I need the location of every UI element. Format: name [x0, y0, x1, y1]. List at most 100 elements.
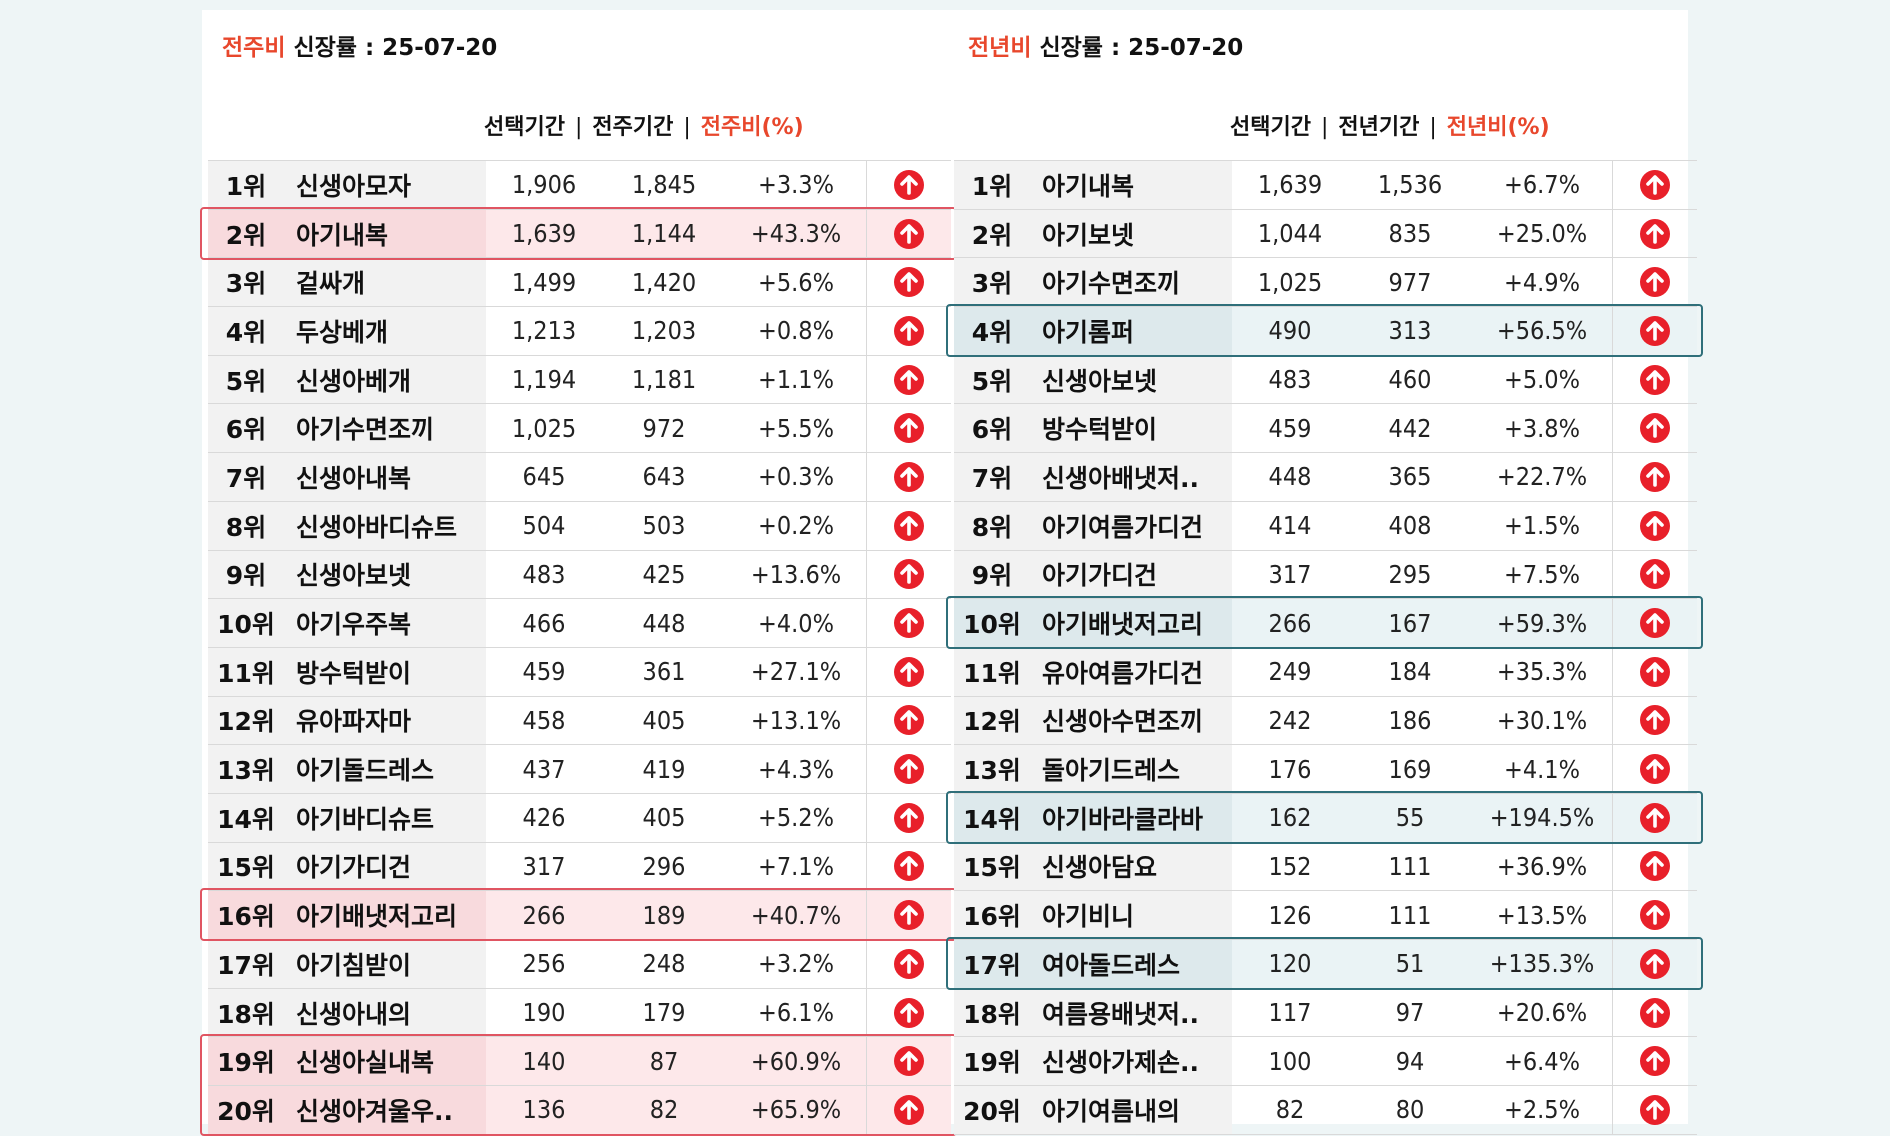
- product-name-cell: 아기비니: [1030, 890, 1232, 940]
- arrow-up-circle-icon: [1639, 510, 1671, 542]
- growth-rate-value: +3.3%: [726, 160, 867, 210]
- product-name-cell: 신생아실내복: [284, 1036, 486, 1086]
- header-selected-period: 선택기간: [484, 115, 565, 140]
- table-row: 7위 신생아배냇저.. 448 365 +22.7%: [954, 452, 1697, 502]
- rank-cell: 12위: [954, 695, 1030, 745]
- rank-cell: 7위: [954, 452, 1030, 502]
- ranking-card: 전주비 신장률 : 25-07-20 선택기간 | 전주기간 | 전주비(%) 1위 신생…: [200, 10, 1703, 1136]
- product-name-cell: 신생아보넷: [1030, 354, 1232, 404]
- selected-period-value: 437: [486, 744, 602, 794]
- selected-period-value: 645: [486, 452, 602, 502]
- trend-cell: [1612, 598, 1697, 648]
- rank-cell: 8위: [208, 500, 284, 550]
- product-name-cell: 여아돌드레스: [1030, 939, 1232, 989]
- trend-cell: [866, 695, 951, 745]
- product-name-cell: 신생아모자: [284, 160, 486, 210]
- table-row: 10위 아기우주복 466 448 +4.0%: [208, 598, 951, 648]
- product-name-cell: 아기돌드레스: [284, 744, 486, 794]
- weekly-growth-title: 전주비 신장률 : 25-07-20: [222, 28, 497, 62]
- rank-cell: 8위: [954, 500, 1030, 550]
- arrow-up-circle-icon: [1639, 412, 1671, 444]
- previous-period-value: 82: [602, 1085, 726, 1135]
- table-row: 2위 아기내복 1,639 1,144 +43.3%: [208, 208, 951, 258]
- arrow-up-circle-icon: [893, 1094, 925, 1126]
- previous-period-value: 405: [602, 792, 726, 843]
- rank-cell: 18위: [208, 987, 284, 1037]
- previous-period-value: 408: [1348, 500, 1472, 550]
- growth-rate-value: +7.5%: [1472, 549, 1613, 599]
- growth-rate-value: +194.5%: [1472, 792, 1613, 843]
- trend-cell: [866, 500, 951, 550]
- table-row: 14위 아기바라클라바 162 55 +194.5%: [954, 792, 1697, 843]
- selected-period-value: 162: [1232, 792, 1348, 843]
- arrow-up-circle-icon: [1639, 704, 1671, 736]
- table-row: 9위 신생아보넷 483 425 +13.6%: [208, 549, 951, 599]
- rank-cell: 9위: [954, 549, 1030, 599]
- selected-period-value: 1,639: [1232, 160, 1348, 210]
- growth-rate-value: +2.5%: [1472, 1085, 1613, 1135]
- table-row: 3위 아기수면조끼 1,025 977 +4.9%: [954, 257, 1697, 307]
- rank-cell: 2위: [954, 208, 1030, 258]
- product-name-cell: 아기여름가디건: [1030, 500, 1232, 550]
- selected-period-value: 1,639: [486, 208, 602, 258]
- rank-cell: 20위: [954, 1085, 1030, 1135]
- table-row: 11위 유아여름가디건 249 184 +35.3%: [954, 646, 1697, 697]
- selected-period-value: 1,194: [486, 354, 602, 404]
- trend-cell: [1612, 841, 1697, 891]
- growth-rate-value: +13.6%: [726, 549, 867, 599]
- trend-cell: [1612, 306, 1697, 356]
- trend-cell: [866, 792, 951, 843]
- header-separator: |: [1320, 115, 1329, 140]
- rank-cell: 1위: [954, 160, 1030, 210]
- table-row: 4위 두상베개 1,213 1,203 +0.8%: [208, 306, 951, 356]
- arrow-up-circle-icon: [1639, 997, 1671, 1029]
- previous-period-value: 87: [602, 1036, 726, 1086]
- arrow-up-circle-icon: [893, 412, 925, 444]
- arrow-up-circle-icon: [893, 169, 925, 201]
- arrow-up-circle-icon: [893, 461, 925, 493]
- table-row: 15위 신생아담요 152 111 +36.9%: [954, 841, 1697, 891]
- growth-rate-value: +1.5%: [1472, 500, 1613, 550]
- product-name-cell: 아기침받이: [284, 939, 486, 989]
- arrow-up-circle-icon: [893, 510, 925, 542]
- selected-period-value: 256: [486, 939, 602, 989]
- rank-cell: 3위: [954, 257, 1030, 307]
- table-row: 6위 방수턱받이 459 442 +3.8%: [954, 403, 1697, 453]
- table-row: 12위 신생아수면조끼 242 186 +30.1%: [954, 695, 1697, 745]
- growth-rate-value: +7.1%: [726, 841, 867, 891]
- selected-period-value: 266: [486, 890, 602, 940]
- selected-period-value: 120: [1232, 939, 1348, 989]
- arrow-up-circle-icon: [893, 315, 925, 347]
- table-row: 17위 여아돌드레스 120 51 +135.3%: [954, 939, 1697, 989]
- growth-rate-value: +6.7%: [1472, 160, 1613, 210]
- table-row: 5위 신생아베개 1,194 1,181 +1.1%: [208, 354, 951, 404]
- rank-cell: 15위: [208, 841, 284, 891]
- arrow-up-circle-icon: [893, 656, 925, 688]
- selected-period-value: 1,213: [486, 306, 602, 356]
- product-name-cell: 신생아베개: [284, 354, 486, 404]
- product-name-cell: 신생아수면조끼: [1030, 695, 1232, 745]
- arrow-up-circle-icon: [893, 753, 925, 785]
- selected-period-value: 176: [1232, 744, 1348, 794]
- product-name-cell: 아기롬퍼: [1030, 306, 1232, 356]
- previous-period-value: 643: [602, 452, 726, 502]
- previous-period-value: 419: [602, 744, 726, 794]
- previous-period-value: 1,144: [602, 208, 726, 258]
- trend-cell: [1612, 549, 1697, 599]
- selected-period-value: 426: [486, 792, 602, 843]
- selected-period-value: 152: [1232, 841, 1348, 891]
- growth-rate-value: +35.3%: [1472, 646, 1613, 697]
- growth-rate-value: +13.5%: [1472, 890, 1613, 940]
- trend-cell: [866, 841, 951, 891]
- rank-cell: 16위: [208, 890, 284, 940]
- trend-cell: [866, 403, 951, 453]
- selected-period-value: 1,044: [1232, 208, 1348, 258]
- yearly-ranking-table: 1위 아기내복 1,639 1,536 +6.7% 2위 아기보넷 1,044 835 +25.0…: [954, 160, 1697, 1135]
- table-row: 16위 아기비니 126 111 +13.5%: [954, 890, 1697, 940]
- arrow-up-circle-icon: [893, 899, 925, 931]
- previous-period-value: 361: [602, 646, 726, 697]
- header-separator: |: [1429, 115, 1437, 140]
- arrow-up-circle-icon: [893, 364, 925, 396]
- table-row: 4위 아기롬퍼 490 313 +56.5%: [954, 306, 1697, 356]
- trend-cell: [866, 987, 951, 1037]
